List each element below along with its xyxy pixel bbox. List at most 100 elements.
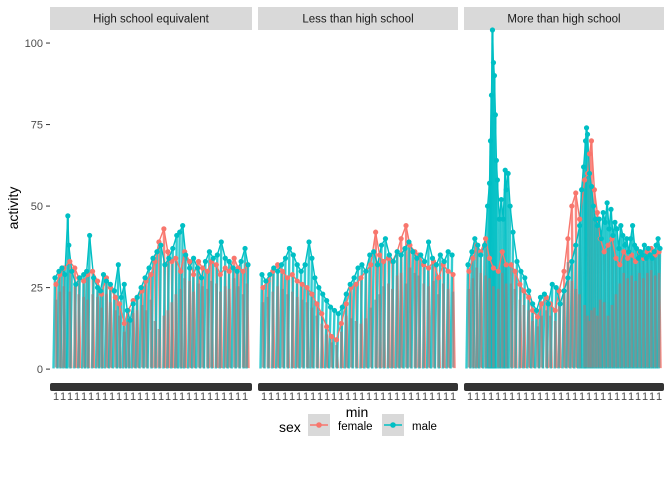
male-point xyxy=(449,252,455,258)
male-point xyxy=(425,239,432,245)
male-point xyxy=(371,249,377,255)
male-point xyxy=(590,203,597,209)
female-point xyxy=(275,262,281,268)
x-tick-label: 1 xyxy=(642,391,648,403)
male-point xyxy=(150,255,156,261)
male-point xyxy=(604,200,610,206)
female-point xyxy=(376,252,383,258)
x-tick-label: 1 xyxy=(394,391,400,403)
x-tick-label: 1 xyxy=(95,391,101,403)
female-point xyxy=(569,203,575,209)
female-point xyxy=(165,249,171,255)
male-point xyxy=(418,252,424,258)
male-point xyxy=(628,236,634,242)
male-point xyxy=(218,239,224,245)
male-point xyxy=(602,219,608,225)
male-point xyxy=(541,291,548,297)
male-point xyxy=(487,138,494,144)
female-point xyxy=(503,262,509,268)
male-spike xyxy=(56,271,61,369)
male-point xyxy=(378,242,385,248)
female-point xyxy=(178,268,184,274)
male-point xyxy=(429,255,436,261)
male-point xyxy=(433,262,439,268)
male-point xyxy=(183,252,189,258)
x-tick-label: 1 xyxy=(502,391,508,403)
x-tick-label: 1 xyxy=(366,391,372,403)
male-point xyxy=(386,252,392,258)
male-point xyxy=(84,268,90,274)
male-point xyxy=(103,278,110,284)
male-point xyxy=(441,258,447,265)
facet-data-group xyxy=(465,27,663,369)
female-point xyxy=(190,271,197,278)
male-point xyxy=(633,245,640,252)
x-tick-label-band xyxy=(50,383,252,391)
male-point xyxy=(187,265,193,271)
male-point xyxy=(610,232,616,239)
male-point xyxy=(553,284,559,291)
male-point xyxy=(472,236,478,242)
male-point xyxy=(651,249,657,255)
x-tick-label: 1 xyxy=(137,391,143,403)
male-point xyxy=(206,249,213,255)
male-point xyxy=(475,242,481,248)
x-tick-label: 1 xyxy=(179,391,185,403)
x-tick-label: 1 xyxy=(628,391,634,403)
female-point xyxy=(561,268,567,274)
male-point xyxy=(614,226,620,232)
x-tick-label: 1 xyxy=(275,391,281,403)
x-tick-label: 1 xyxy=(310,391,316,403)
female-point xyxy=(605,242,611,248)
male-point xyxy=(90,275,97,281)
male-point xyxy=(518,268,524,274)
x-tick-label: 1 xyxy=(558,391,564,403)
male-spike xyxy=(465,264,470,369)
male-spike xyxy=(612,222,617,369)
x-tick-label: 1 xyxy=(60,391,66,403)
female-point xyxy=(445,268,451,274)
male-point xyxy=(363,268,369,274)
female-point xyxy=(552,307,558,314)
x-tick-label: 1 xyxy=(303,391,309,403)
female-point xyxy=(508,262,514,268)
x-tick-label: 1 xyxy=(586,391,592,403)
male-point xyxy=(655,236,661,242)
male-spike xyxy=(627,238,632,369)
male-point xyxy=(62,271,68,278)
x-tick-label: 1 xyxy=(214,391,220,403)
male-point xyxy=(130,301,136,307)
male-point xyxy=(649,255,655,261)
female-point xyxy=(222,265,228,271)
x-tick-label: 1 xyxy=(481,391,487,403)
female-point xyxy=(213,262,219,268)
male-spike xyxy=(138,287,143,369)
male-point xyxy=(282,255,289,261)
male-point xyxy=(127,317,133,323)
female-point xyxy=(621,249,627,255)
female-point xyxy=(613,255,619,261)
male-point xyxy=(158,242,164,248)
male-point xyxy=(271,265,277,271)
male-point xyxy=(177,229,183,235)
male-spike xyxy=(481,245,486,369)
male-spike xyxy=(83,271,88,369)
male-point xyxy=(294,262,300,268)
male-point xyxy=(100,271,107,278)
male-point xyxy=(410,249,416,255)
male-point xyxy=(494,177,500,183)
facet-strip-label: Less than high school xyxy=(302,14,413,26)
male-point xyxy=(87,232,93,239)
male-point xyxy=(583,125,590,131)
male-point xyxy=(312,275,318,281)
female-point xyxy=(309,291,315,297)
female-point xyxy=(314,301,320,307)
x-tick-label: 1 xyxy=(221,391,227,403)
female-point xyxy=(299,281,305,287)
male-point xyxy=(306,239,312,245)
male-point xyxy=(484,203,491,209)
female-point xyxy=(217,271,223,278)
male-point xyxy=(586,170,593,177)
